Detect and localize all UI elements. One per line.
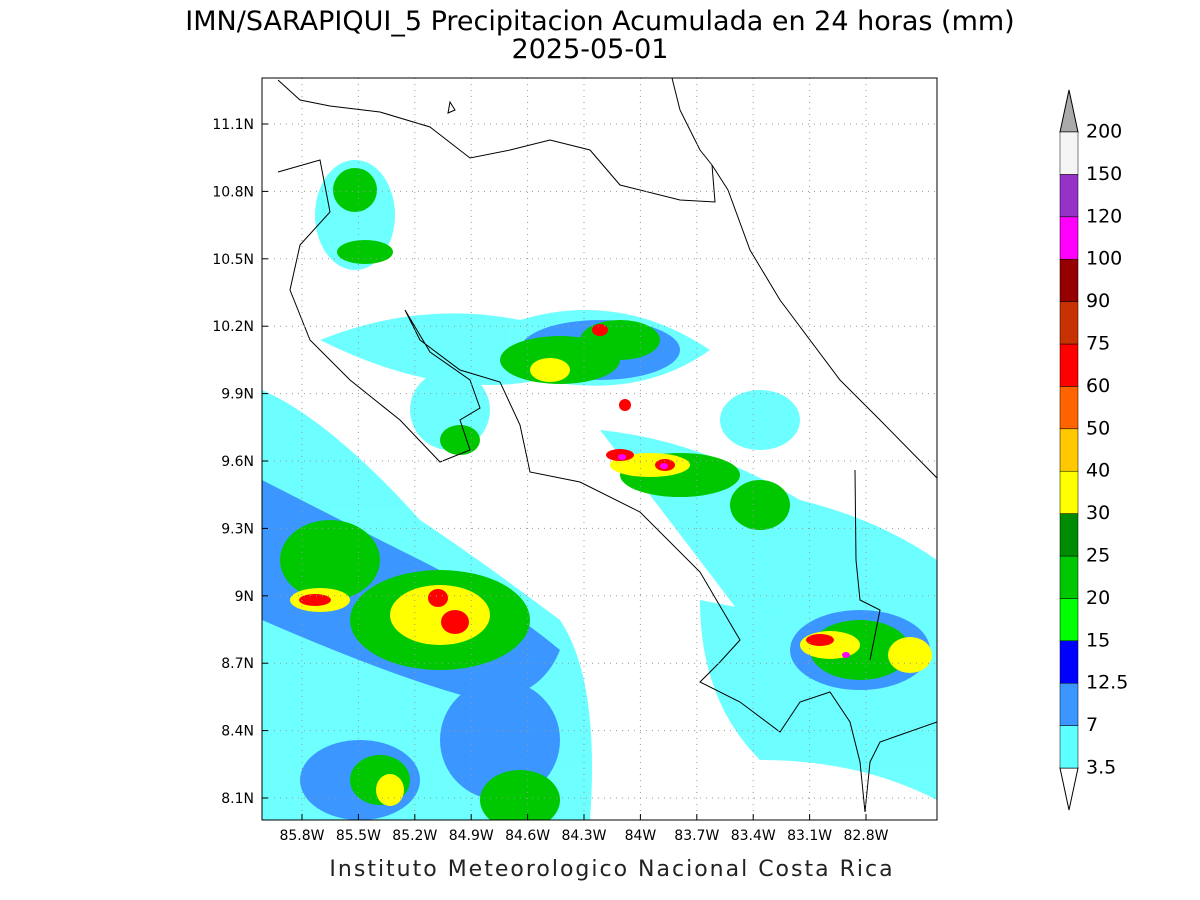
colorbar-label: 30 bbox=[1086, 502, 1110, 524]
colorbar-box bbox=[1059, 258, 1079, 302]
colorbar: 3.5 7 12.5 15 20 25 30 40 50 60 75 90 100 120 150 200 bbox=[1059, 89, 1128, 811]
lon-tick-label: 84.6W bbox=[505, 828, 550, 844]
colorbar-box bbox=[1059, 470, 1079, 514]
colorbar-label: 3.5 bbox=[1086, 757, 1116, 779]
colorbar-label: 20 bbox=[1086, 587, 1110, 609]
colorbar-box bbox=[1059, 131, 1079, 175]
lat-tick-label: 10.2N bbox=[212, 319, 254, 335]
colorbar-label: 40 bbox=[1086, 460, 1110, 482]
lat-tick-label: 9N bbox=[235, 589, 254, 605]
lon-tick-label: 83.4W bbox=[731, 828, 776, 844]
lon-tick-label: 85.2W bbox=[392, 828, 437, 844]
lon-tick-label: 82.8W bbox=[843, 828, 888, 844]
lon-tick-label: 84.3W bbox=[561, 828, 606, 844]
lat-tick-label: 10.5N bbox=[212, 252, 254, 268]
title: IMN/SARAPIQUI_5 Precipitacion Acumulada … bbox=[185, 6, 1014, 37]
lat-tick-label: 9.6N bbox=[221, 454, 254, 470]
colorbar-box bbox=[1059, 301, 1079, 345]
lat-tick-label: 8.4N bbox=[221, 724, 254, 740]
colorbar-box bbox=[1059, 428, 1079, 472]
colorbar-box bbox=[1059, 555, 1079, 599]
lon-tick-label: 83.1W bbox=[787, 828, 832, 844]
colorbar-label: 100 bbox=[1086, 248, 1122, 270]
colorbar-label: 120 bbox=[1086, 205, 1122, 227]
colorbar-label: 15 bbox=[1086, 629, 1110, 651]
colorbar-label: 7 bbox=[1086, 714, 1098, 736]
lon-tick-label: 85.8W bbox=[279, 828, 324, 844]
lat-tick-label: 9.9N bbox=[221, 387, 254, 403]
colorbar-arrow-top bbox=[1059, 89, 1079, 133]
colorbar-label: 200 bbox=[1086, 121, 1122, 143]
coastlines bbox=[277, 78, 937, 813]
colorbar-label: 90 bbox=[1086, 290, 1110, 312]
lon-tick-label: 84W bbox=[625, 828, 657, 844]
lon-tick-label: 84.9W bbox=[449, 828, 494, 844]
colorbar-label: 150 bbox=[1086, 163, 1122, 185]
lat-tick-label: 8.7N bbox=[221, 656, 254, 672]
lat-tick-label: 8.1N bbox=[221, 791, 254, 807]
map-frame bbox=[261, 77, 938, 821]
colorbar-box bbox=[1059, 343, 1079, 387]
lat-tick-label: 10.8N bbox=[212, 184, 254, 200]
colorbar-box bbox=[1059, 513, 1079, 557]
axes: 11.1N 10.8N 10.5N 10.2N 9.9N 9.6N 9.3N 9N 8.7N 8.… bbox=[212, 78, 937, 844]
lat-tick-label: 9.3N bbox=[221, 521, 254, 537]
colorbar-box bbox=[1059, 386, 1079, 430]
colorbar-label: 60 bbox=[1086, 375, 1110, 397]
colorbar-arrow-bottom bbox=[1059, 767, 1079, 811]
subtitle: 2025-05-01 bbox=[512, 34, 669, 65]
colorbar-label: 25 bbox=[1086, 545, 1110, 567]
colorbar-box bbox=[1059, 174, 1079, 218]
colorbar-box bbox=[1059, 682, 1079, 726]
footer: Instituto Meteorologico Nacional Costa R… bbox=[329, 857, 894, 882]
colorbar-label: 50 bbox=[1086, 417, 1110, 439]
lon-tick-label: 85.5W bbox=[336, 828, 381, 844]
colorbar-label: 75 bbox=[1086, 333, 1110, 355]
precip-field bbox=[262, 160, 937, 820]
lat-tick-label: 11.1N bbox=[212, 117, 254, 133]
colorbar-box bbox=[1059, 725, 1079, 769]
colorbar-label: 12.5 bbox=[1086, 672, 1128, 694]
colorbar-box bbox=[1059, 216, 1079, 260]
lon-tick-label: 83.7W bbox=[674, 828, 719, 844]
colorbar-box bbox=[1059, 598, 1079, 642]
colorbar-box bbox=[1059, 640, 1079, 684]
